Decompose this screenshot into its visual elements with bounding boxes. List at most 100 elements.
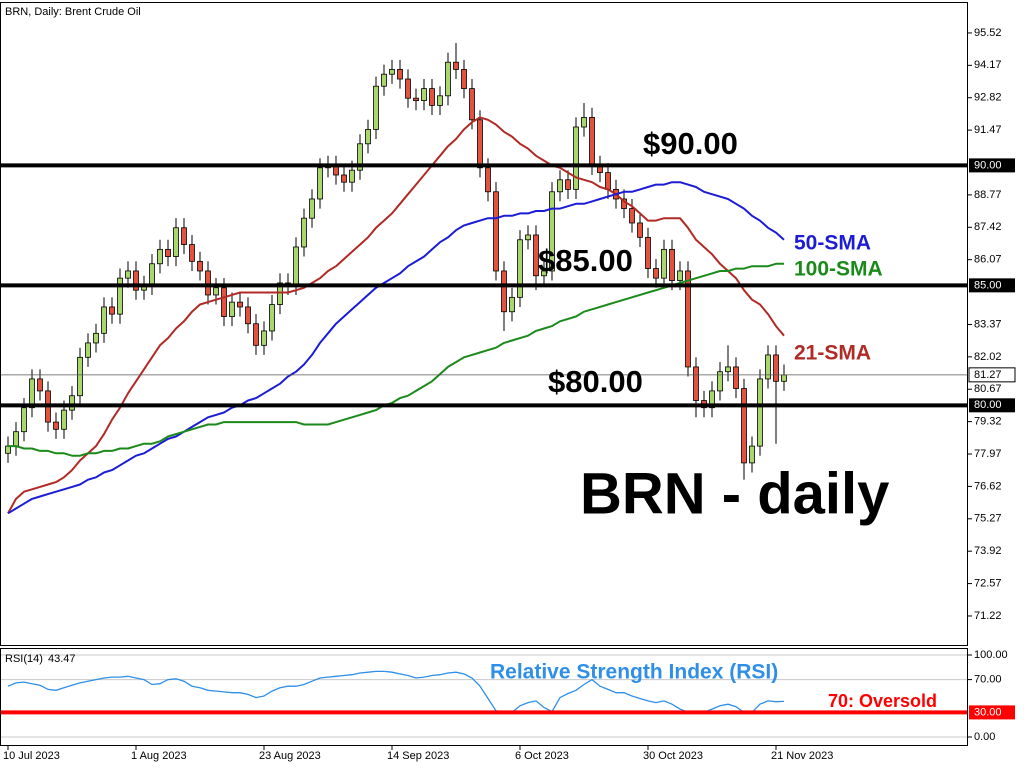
- candle-body: [157, 248, 163, 265]
- y-tick-label: 0.00: [974, 731, 995, 743]
- candle-body: [677, 270, 683, 281]
- candle-body: [93, 332, 99, 344]
- y-tick-label: 73.92: [974, 545, 1002, 557]
- sma-label: 100-SMA: [794, 257, 883, 280]
- sma-line: [7, 116, 785, 514]
- candle-body: [645, 236, 651, 269]
- candle-body: [629, 208, 635, 224]
- candle-body: [205, 270, 211, 296]
- candle-body: [277, 282, 283, 305]
- sma-line: [8, 262, 784, 457]
- chart-title: BRN, Daily: Brent Crude Oil: [5, 6, 141, 18]
- y-tick-label: 72.57: [974, 577, 1002, 589]
- candle-body: [509, 296, 515, 313]
- candle-body: [301, 217, 307, 248]
- candle-body: [765, 354, 771, 380]
- level-label-box: [969, 278, 1015, 293]
- y-tick-label: 94.17: [974, 59, 1002, 71]
- annotation: 70: Oversold: [828, 691, 937, 711]
- y-tick-label: 76.62: [974, 480, 1002, 492]
- candle-body: [85, 342, 91, 358]
- y-tick-label: 95.52: [974, 27, 1002, 39]
- y-tick-label: 79.32: [974, 416, 1002, 428]
- level-label-box: [969, 158, 1015, 173]
- candle-body: [373, 85, 379, 130]
- candle-body: [781, 374, 787, 382]
- candle-body: [461, 69, 467, 90]
- candle-body: [469, 88, 475, 121]
- candle-body: [21, 407, 27, 433]
- candle-body: [37, 378, 43, 392]
- candle-body: [357, 143, 363, 171]
- candle-body: [13, 431, 19, 447]
- level-label-box: [969, 705, 1015, 720]
- candle-body: [557, 179, 563, 193]
- candle-body: [733, 366, 739, 389]
- candle-body: [253, 323, 259, 346]
- x-tick-label: 21 Nov 2023: [771, 750, 833, 762]
- x-tick-label: 10 Jul 2023: [3, 750, 60, 762]
- candle-body: [29, 378, 35, 409]
- candle-body: [125, 270, 131, 279]
- candle-body: [501, 270, 507, 313]
- candle-body: [397, 69, 403, 80]
- candle-body: [453, 61, 459, 70]
- candle-body: [437, 95, 443, 106]
- candle-body: [349, 169, 355, 183]
- candle-body: [61, 409, 67, 430]
- sma-label: 50-SMA: [794, 231, 871, 254]
- candle-body: [445, 61, 451, 97]
- annotation: $90.00: [643, 126, 738, 161]
- y-tick-label: 77.97: [974, 448, 1002, 460]
- y-tick-label: 86.07: [974, 254, 1002, 266]
- candle-body: [533, 234, 539, 277]
- candle-body: [749, 445, 755, 464]
- candle-body: [269, 304, 275, 332]
- candle-body: [661, 248, 667, 279]
- price-panel: 21-SMA 50-SMA 100-SMA $90.00 $85.00 $80.00 BRN…: [0, 43, 968, 526]
- y-tick-label: 71.22: [974, 610, 1002, 622]
- y-tick-label: 70.00: [974, 674, 1002, 686]
- axes: 95.52 94.17 92.82 91.47 88.77 87.42 86.07 83.37…: [3, 27, 1016, 762]
- annotation: $80.00: [548, 364, 643, 399]
- candle-body: [581, 117, 587, 128]
- y-tick-label: 91.47: [974, 124, 1002, 136]
- candle-body: [101, 306, 107, 334]
- candle-body: [485, 167, 491, 193]
- candle-body: [309, 198, 315, 219]
- candle-body: [5, 445, 11, 454]
- candle-body: [245, 306, 251, 325]
- candle-body: [541, 270, 547, 277]
- candle-body: [421, 88, 427, 102]
- y-tick-label: 82.02: [974, 351, 1002, 363]
- candle-body: [221, 287, 227, 317]
- candle-body: [173, 227, 179, 257]
- candle-body: [133, 270, 139, 291]
- x-tick-label: 1 Aug 2023: [131, 750, 187, 762]
- candle-body: [413, 97, 419, 102]
- y-tick-label: 75.27: [974, 513, 1002, 525]
- candle-body: [293, 246, 299, 286]
- rsi-panel: Relative Strength Index (RSI) 70: Oversol…: [0, 654, 968, 738]
- candle-body: [429, 88, 435, 106]
- annotation: BRN - daily: [580, 461, 889, 526]
- rsi-line: [7, 670, 785, 714]
- sma-line: [7, 181, 785, 515]
- candle-body: [229, 301, 235, 317]
- candle-body: [709, 390, 715, 409]
- candle-body: [725, 366, 731, 373]
- candle-body: [237, 301, 243, 308]
- candle-body: [517, 239, 523, 298]
- annotation: $85.00: [538, 243, 633, 278]
- candle-body: [317, 167, 323, 200]
- y-tick-label: 92.82: [974, 92, 1002, 104]
- x-tick-label: 14 Sep 2023: [387, 750, 449, 762]
- level-label: 80.00: [974, 399, 1002, 411]
- candle-body: [77, 356, 83, 397]
- candle-body: [165, 248, 171, 257]
- candle-body: [477, 119, 483, 169]
- candle-body: [757, 378, 763, 447]
- candle-body: [525, 234, 531, 241]
- y-tick-label: 100.00: [974, 649, 1008, 661]
